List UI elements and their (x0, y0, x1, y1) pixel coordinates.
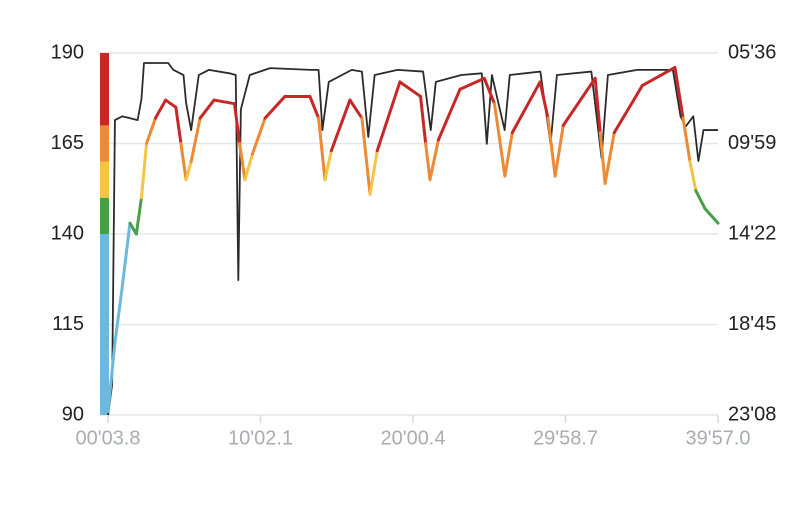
x-tick-label: 00'03.8 (76, 427, 141, 449)
heart-rate-segment (482, 76, 496, 106)
heart-rate-segment (113, 286, 124, 345)
zone-bar (100, 53, 109, 126)
heart-rate-segment (503, 131, 514, 178)
heart-rate-segment (184, 160, 193, 182)
x-tick-label: 39'57.0 (686, 427, 751, 449)
x-tick-label: 10'02.1 (228, 427, 293, 449)
heart-rate-segment (458, 76, 486, 91)
heart-rate-segment (538, 80, 550, 120)
heart-rate-segment (263, 94, 287, 120)
y-tick-label: 115 (52, 313, 84, 335)
heart-rate-segment (348, 98, 364, 120)
heart-rate-segment (145, 116, 157, 145)
heart-rate-segment (424, 142, 432, 182)
heart-rate-segment (174, 105, 183, 145)
heart-rate-segment (546, 116, 557, 178)
heart-rate-segment (212, 98, 236, 106)
heart-rate-segment (398, 80, 423, 98)
heart-rate-segment (688, 160, 698, 193)
heart-rate-segment (436, 87, 462, 142)
heart-rate-segment (510, 80, 542, 135)
heart-rate-segment (593, 76, 602, 135)
heart-rate-segment (139, 142, 149, 200)
heart-rate-segment (640, 65, 677, 88)
y2-tick-label: 14'22 (728, 222, 776, 244)
heart-rate-segment (673, 65, 685, 120)
heart-rate-segment (189, 116, 202, 164)
y-tick-label: 90 (62, 403, 84, 425)
heart-rate-segment (134, 196, 143, 236)
heart-rate-segment (323, 149, 333, 182)
y-tick-label: 190 (51, 41, 84, 63)
y2-tick-label: 23'08 (728, 403, 776, 425)
heart-rate-segment (598, 131, 607, 185)
heart-rate-segment (703, 207, 720, 225)
heart-rate-segment (308, 94, 321, 120)
heart-rate-segment (238, 142, 247, 182)
zone-bar (100, 234, 109, 415)
zone-bar (100, 161, 109, 198)
heart-rate-segment (317, 116, 327, 182)
heart-rate-segment (360, 116, 372, 196)
heart-rate-segment (375, 80, 402, 153)
heart-rate-segment (603, 131, 616, 185)
heart-rate-segment (250, 116, 267, 156)
heart-rate-segment (553, 123, 565, 178)
heart-rate-segment (120, 221, 132, 290)
zone-bar (100, 125, 109, 162)
zone-bar (100, 197, 109, 234)
heart-rate-segment (694, 189, 707, 211)
y-tick-label: 140 (51, 222, 84, 244)
heart-rate-segment (492, 102, 507, 178)
heart-rate-segment (329, 98, 352, 153)
heart-rate-segment (243, 152, 254, 182)
y2-tick-label: 09'59 (728, 132, 776, 154)
pace-line (107, 62, 718, 416)
heart-rate-segment (368, 149, 379, 196)
heart-rate-segment (153, 98, 168, 120)
heart-rate-segment (612, 84, 644, 135)
heart-rate-segment (561, 76, 597, 127)
y2-tick-label: 05'36 (728, 41, 776, 63)
heart-rate-segment (232, 102, 242, 145)
x-tick-label: 29'58.7 (533, 427, 598, 449)
y-tick-label: 165 (51, 132, 84, 154)
y2-tick-label: 18'45 (728, 313, 776, 335)
heart-rate-segment (198, 98, 216, 120)
heart-rate-segment (106, 341, 117, 413)
heart-rate-segment (164, 98, 178, 109)
x-tick-label: 20'00.4 (381, 427, 446, 449)
heart-rate-segment (428, 138, 440, 182)
heart-rate-segment (179, 142, 188, 182)
heart-rate-segment (419, 94, 428, 145)
heart-rate-segment (681, 116, 692, 164)
